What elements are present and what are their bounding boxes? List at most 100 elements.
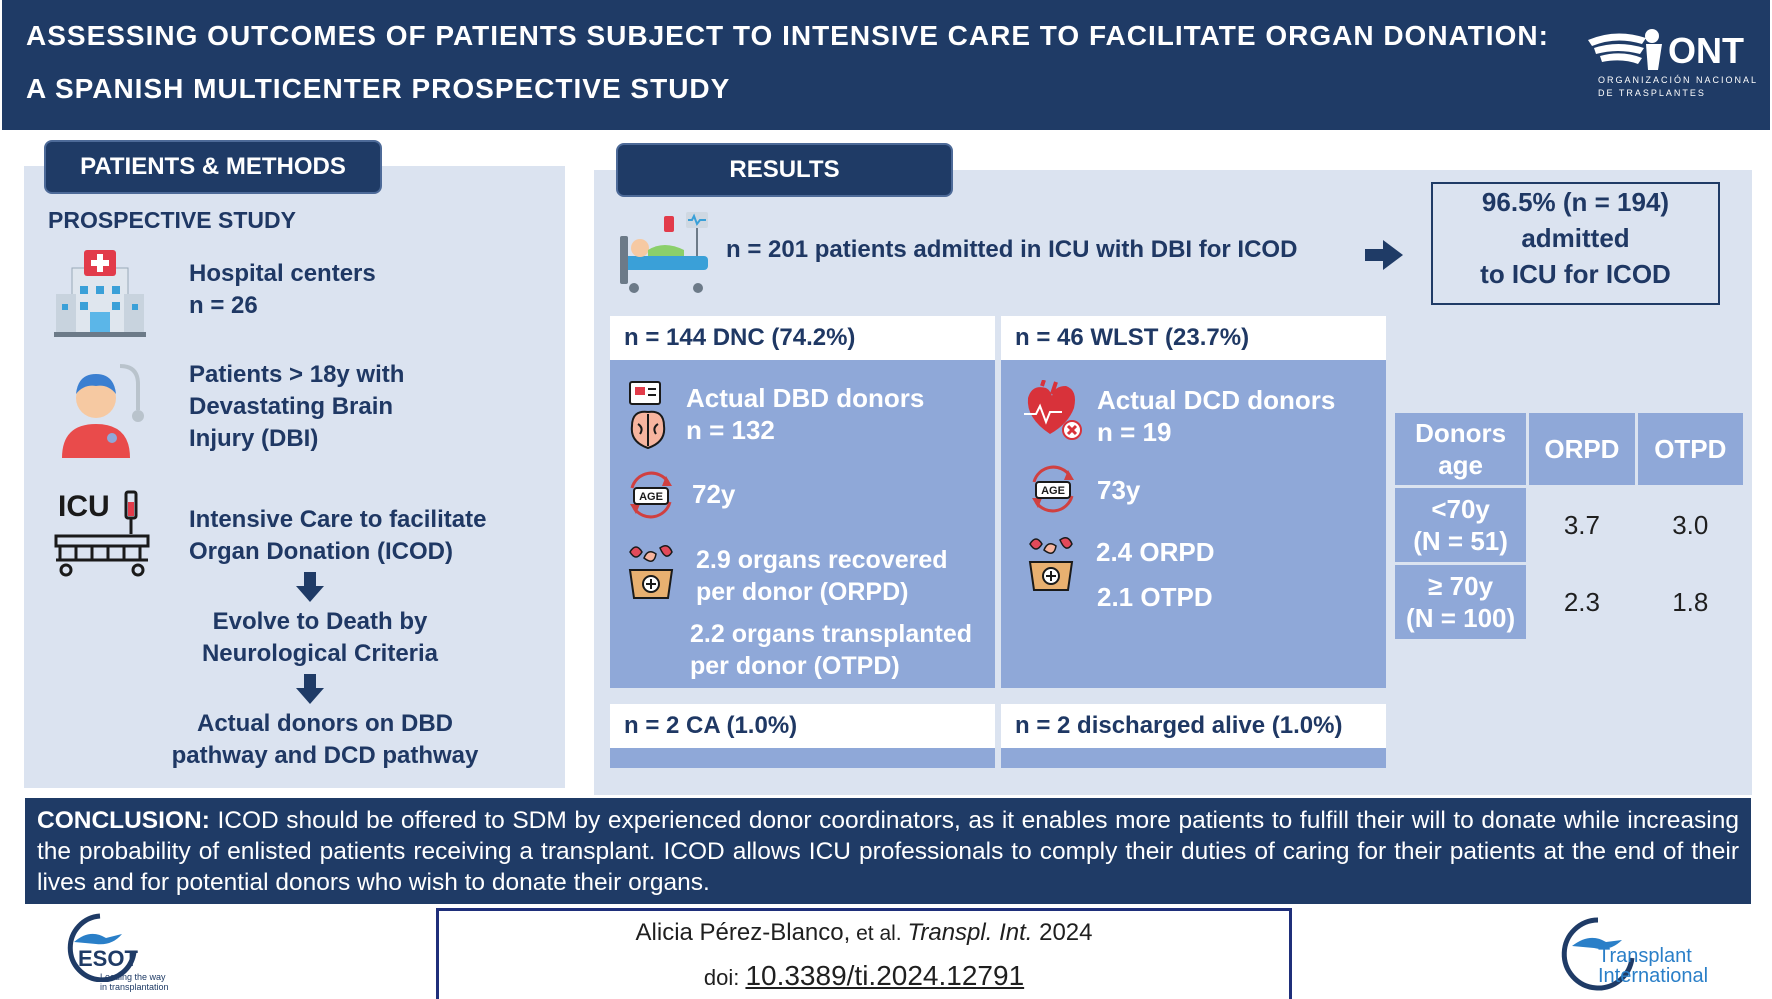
results-tab: RESULTS bbox=[616, 143, 953, 197]
icu-bed-icon bbox=[54, 490, 150, 577]
table-cell-orpd: 2.3 bbox=[1529, 565, 1635, 639]
esot-tagline-line-2: in transplantation bbox=[100, 982, 169, 992]
icod-line-1: Intensive Care to facilitate bbox=[189, 506, 487, 533]
age-badge-text: AGE bbox=[639, 491, 663, 503]
dcd-donors-age: 73y bbox=[1097, 475, 1141, 505]
conclusion-label: CONCLUSION: bbox=[37, 807, 210, 834]
age-badge-text: AGE bbox=[1041, 485, 1065, 497]
esot-tagline-line-1: Leading the way bbox=[100, 972, 166, 982]
icu-label: ICU bbox=[58, 490, 110, 523]
admitted-summary-line-3: to ICU for ICOD bbox=[1480, 259, 1671, 289]
table-header-age: age bbox=[1438, 450, 1483, 480]
dcd-orpd: 2.4 ORPD bbox=[1096, 537, 1215, 567]
dnc-header: n = 144 DNC (74.2%) bbox=[610, 316, 995, 360]
ont-subtitle-line-2: DE TRASPLANTES bbox=[1598, 88, 1706, 98]
ti-line-2: International bbox=[1598, 965, 1709, 987]
admitted-summary-line-1: 96.5% (n = 194) bbox=[1481, 187, 1670, 217]
ca-footer: n = 2 CA (1.0%) bbox=[610, 704, 995, 748]
hospital-bed-patient-icon bbox=[620, 212, 708, 293]
evolve-line-2: Neurological Criteria bbox=[201, 640, 439, 667]
ont-wings-icon bbox=[1588, 29, 1662, 70]
table-header-donors-age: Donors age bbox=[1395, 413, 1527, 485]
icod-line-2: Organ Donation (ICOD) bbox=[189, 538, 453, 565]
ont-logo: ONT ORGANIZACIÓN NACIONAL DE TRASPLANTES bbox=[1586, 22, 1756, 112]
citation-box: Alicia Pérez-Blanco, et al. Transpl. Int… bbox=[436, 908, 1292, 999]
row-age-group: <70y bbox=[1431, 494, 1490, 524]
header-banner bbox=[2, 0, 1770, 130]
esot-name: ESOT bbox=[78, 946, 138, 971]
row-age-group: ≥ 70y bbox=[1428, 571, 1494, 601]
ti-line-1: Transplant bbox=[1598, 945, 1692, 967]
dbd-otpd-line-1: 2.2 organs transplanted bbox=[690, 620, 973, 648]
dbd-orpd-line-1: 2.9 organs recovered bbox=[696, 546, 948, 574]
patient-doctor-icon bbox=[62, 364, 144, 458]
table-cell-otpd: 3.0 bbox=[1637, 488, 1743, 562]
title-line-1: ASSESSING OUTCOMES OF PATIENTS SUBJECT T… bbox=[26, 20, 1549, 51]
citation-line: Alicia Pérez-Blanco, et al. Transpl. Int… bbox=[439, 919, 1289, 947]
dbd-donors-label: Actual DBD donors bbox=[686, 383, 925, 413]
table-row: ≥ 70y (N = 100) 2.3 1.8 bbox=[1395, 565, 1743, 639]
doi-label: doi: bbox=[703, 965, 746, 990]
table-row-label: <70y (N = 51) bbox=[1395, 488, 1527, 562]
age-cycle-icon: AGE bbox=[1032, 465, 1074, 513]
conclusion-text: ICOD should be offered to SDM by experie… bbox=[37, 807, 1739, 896]
actual-donors-line-1: Actual donors on DBD bbox=[197, 710, 453, 737]
esot-logo: ESOT Leading the way in transplantation bbox=[56, 912, 196, 996]
discharged-footer: n = 2 discharged alive (1.0%) bbox=[1001, 704, 1386, 748]
row-count: (N = 51) bbox=[1413, 526, 1508, 556]
table-header-orpd: ORPD bbox=[1529, 413, 1635, 485]
dcd-donors-count: n = 19 bbox=[1097, 417, 1172, 447]
dcd-donors-label: Actual DCD donors bbox=[1097, 385, 1336, 415]
table-row-label: ≥ 70y (N = 100) bbox=[1395, 565, 1527, 639]
title-line-2: A SPANISH MULTICENTER PROSPECTIVE STUDY bbox=[26, 73, 731, 104]
table-header-row: Donors age ORPD OTPD bbox=[1395, 413, 1743, 485]
table-cell-orpd: 3.7 bbox=[1529, 488, 1635, 562]
table-row: <70y (N = 51) 3.7 3.0 bbox=[1395, 488, 1743, 562]
evolve-line-1: Evolve to Death by bbox=[212, 608, 428, 635]
dcd-otpd: 2.1 OTPD bbox=[1097, 582, 1213, 612]
patients-criteria-line-3: Injury (DBI) bbox=[189, 425, 319, 452]
hospital-centers-label: Hospital centers bbox=[189, 260, 376, 287]
table-header-otpd: OTPD bbox=[1637, 413, 1743, 485]
transplant-international-logo: Transplant International bbox=[1558, 912, 1728, 996]
dbd-otpd-line-2: per donor (OTPD) bbox=[690, 652, 900, 680]
citation-year: 2024 bbox=[1032, 919, 1093, 946]
patients-criteria-line-2: Devastating Brain bbox=[189, 393, 394, 420]
transplant-international-circle-icon bbox=[1561, 917, 1635, 991]
admitted-summary-box: 96.5% (n = 194) admitted to ICU for ICOD bbox=[1431, 182, 1720, 305]
transplant-international-wordmark: Transplant International bbox=[1598, 946, 1708, 986]
citation-journal: Transpl. Int. bbox=[907, 919, 1033, 946]
organs-box-icon bbox=[628, 545, 674, 599]
admitted-summary-line-2: admitted bbox=[1521, 223, 1630, 253]
dbd-donors-age: 72y bbox=[692, 479, 736, 509]
esot-circle-icon bbox=[67, 913, 137, 982]
table-cell-otpd: 1.8 bbox=[1637, 565, 1743, 639]
citation-etal: et al. bbox=[850, 922, 908, 945]
ont-subtitle: ORGANIZACIÓN NACIONAL DE TRASPLANTES bbox=[1598, 74, 1758, 100]
patients-criteria-line-1: Patients > 18y with bbox=[189, 361, 405, 388]
row-count: (N = 100) bbox=[1406, 603, 1516, 633]
ca-footer-bar bbox=[610, 748, 995, 768]
down-arrow-icon bbox=[296, 674, 324, 704]
citation-author: Alicia Pérez-Blanco, bbox=[635, 919, 851, 946]
table-header-donors: Donors bbox=[1415, 418, 1507, 448]
ont-subtitle-line-1: ORGANIZACIÓN NACIONAL bbox=[1598, 75, 1759, 85]
age-cycle-icon: AGE bbox=[630, 471, 672, 519]
methods-tab: PATIENTS & METHODS bbox=[44, 140, 382, 194]
doi-line: doi: 10.3389/ti.2024.12791 bbox=[439, 960, 1289, 992]
dbd-orpd-line-2: per donor (ORPD) bbox=[696, 578, 909, 606]
right-arrow-icon bbox=[1365, 240, 1403, 270]
brain-icon bbox=[629, 381, 666, 450]
dnc-body bbox=[610, 360, 995, 688]
methods-subtitle: PROSPECTIVE STUDY bbox=[48, 207, 296, 233]
esot-tagline: Leading the way in transplantation bbox=[100, 972, 169, 992]
conclusion-box: CONCLUSION: ICOD should be offered to SD… bbox=[25, 798, 1751, 904]
wlst-header: n = 46 WLST (23.7%) bbox=[1001, 316, 1386, 360]
hospital-centers-count: n = 26 bbox=[189, 292, 258, 319]
ont-wordmark: ONT bbox=[1668, 30, 1744, 71]
hospital-icon bbox=[54, 250, 146, 337]
heart-ecg-icon bbox=[1024, 380, 1082, 440]
down-arrow-icon bbox=[296, 572, 324, 602]
dbd-donors-count: n = 132 bbox=[686, 415, 775, 445]
doi-link[interactable]: 10.3389/ti.2024.12791 bbox=[745, 960, 1025, 991]
